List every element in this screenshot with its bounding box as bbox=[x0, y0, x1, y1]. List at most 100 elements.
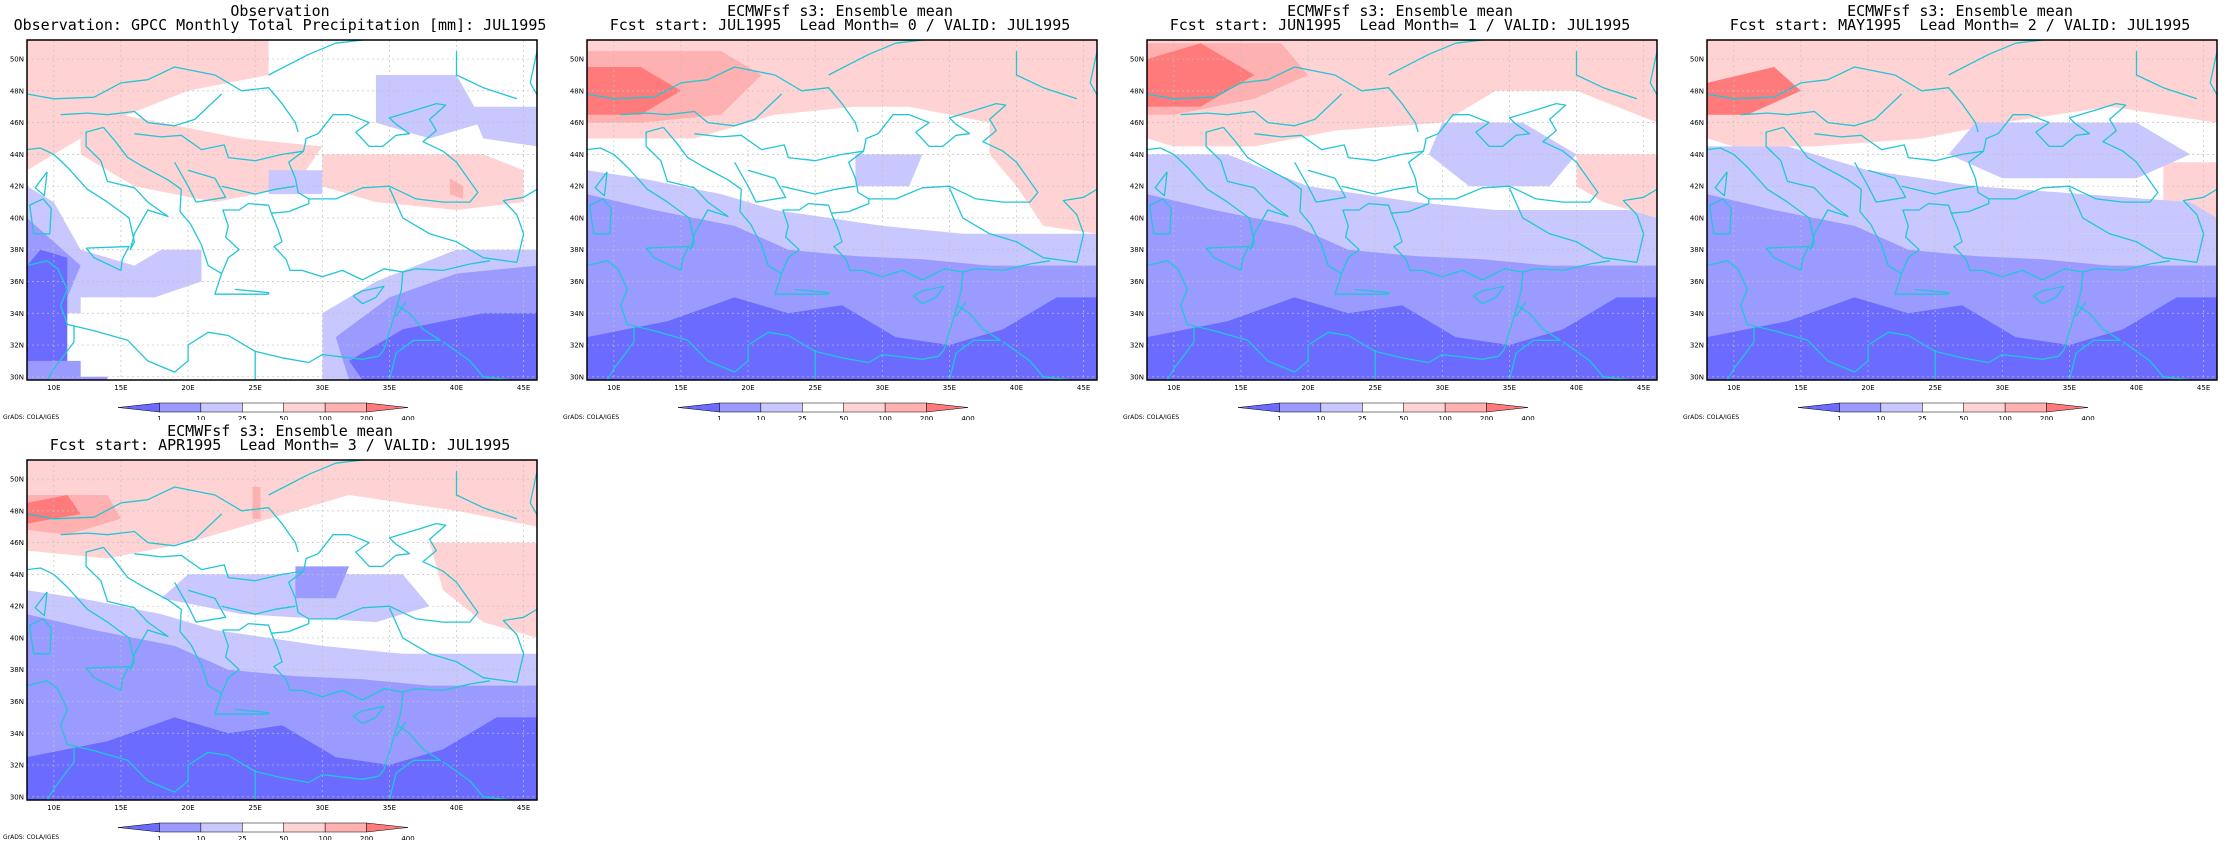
lon-tick-label: 10E bbox=[47, 384, 60, 392]
coastline bbox=[221, 185, 296, 195]
colorbar-segment bbox=[366, 402, 409, 413]
colorbar-segment bbox=[926, 402, 969, 413]
precip-region bbox=[268, 170, 323, 195]
lat-tick-label: 42N bbox=[10, 603, 24, 611]
coastline bbox=[536, 146, 537, 148]
map-area bbox=[1707, 40, 2217, 380]
colorbar-label: 200 bbox=[360, 835, 373, 840]
coastline bbox=[1154, 171, 1168, 197]
map-frame bbox=[26, 459, 538, 801]
lat-tick-label: 50N bbox=[570, 56, 584, 64]
coastline bbox=[402, 260, 491, 273]
coastline bbox=[1223, 126, 1392, 275]
precip-region bbox=[27, 717, 537, 800]
coastline bbox=[85, 245, 130, 272]
lat-tick-label: 46N bbox=[570, 119, 584, 127]
colorbar-segment bbox=[802, 402, 844, 413]
coastline bbox=[1294, 161, 1347, 203]
colorbar-segment bbox=[719, 402, 762, 413]
coastline bbox=[1740, 93, 1903, 127]
lat-tick-label: 44N bbox=[10, 571, 24, 579]
map-area bbox=[1147, 40, 1657, 380]
coastline bbox=[2068, 187, 2217, 264]
coastline bbox=[1149, 198, 1172, 235]
lat-tick-label: 50N bbox=[1130, 56, 1144, 64]
coastline bbox=[455, 471, 518, 520]
colorbar-label: 50 bbox=[1959, 415, 1968, 420]
coastline bbox=[529, 50, 537, 97]
colorbar-segment bbox=[1880, 402, 1923, 413]
coastline bbox=[103, 126, 272, 275]
lon-tick-label: 10E bbox=[607, 384, 620, 392]
coastline bbox=[1147, 260, 1376, 373]
coastline bbox=[1714, 171, 1728, 197]
precip-region bbox=[1147, 297, 1657, 380]
coastline bbox=[27, 546, 169, 671]
colorbar-label: 100 bbox=[318, 415, 331, 420]
coastline bbox=[955, 301, 967, 317]
coastline bbox=[388, 607, 537, 684]
grads-credit: GrADS: COLA/IGES bbox=[1683, 414, 1740, 421]
coastline bbox=[27, 680, 256, 793]
coastline bbox=[1707, 260, 1936, 373]
coastline bbox=[1656, 146, 1657, 148]
lat-tick-label: 40N bbox=[1690, 214, 1704, 222]
colorbar-label: 10 bbox=[756, 415, 765, 420]
colorbar: 1 10 25 50 100 200 400 bbox=[1797, 402, 2095, 420]
lat-tick-label: 44N bbox=[570, 151, 584, 159]
colorbar-segment bbox=[1237, 402, 1280, 413]
coastline bbox=[271, 522, 479, 634]
coastline bbox=[1334, 273, 1390, 295]
precip-region bbox=[322, 154, 524, 210]
lat-tick-label: 44N bbox=[10, 151, 24, 159]
coastline bbox=[587, 66, 859, 133]
lat-tick-label: 42N bbox=[1130, 183, 1144, 191]
lon-tick-label: 15E bbox=[1234, 384, 1247, 392]
panel-title: ECMWFsf s3: Ensemble mean bbox=[167, 422, 393, 440]
colorbar-label: 200 bbox=[360, 415, 373, 420]
coastline bbox=[134, 553, 304, 582]
colorbar-label: 10 bbox=[1876, 415, 1885, 420]
precip-region bbox=[349, 313, 537, 380]
lat-tick-label: 36N bbox=[1690, 278, 1704, 286]
coastline bbox=[1180, 93, 1343, 127]
lon-tick-label: 20E bbox=[1301, 384, 1314, 392]
lat-tick-label: 48N bbox=[10, 87, 24, 95]
colorbar-label: 1 bbox=[157, 415, 161, 420]
lon-tick-label: 25E bbox=[808, 384, 821, 392]
coastline bbox=[2216, 146, 2217, 148]
lon-tick-label: 20E bbox=[181, 384, 194, 392]
lat-tick-label: 40N bbox=[570, 214, 584, 222]
lon-tick-label: 40E bbox=[450, 804, 463, 812]
coastline bbox=[455, 51, 518, 100]
colorbar-label: 400 bbox=[401, 415, 414, 420]
colorbar-segment bbox=[843, 402, 886, 413]
lat-tick-label: 38N bbox=[10, 666, 24, 674]
lon-tick-label: 30E bbox=[1996, 384, 2009, 392]
colorbar-segment bbox=[117, 822, 160, 833]
coastline bbox=[594, 171, 608, 197]
lat-tick-label: 32N bbox=[1690, 342, 1704, 350]
colorbar-label: 100 bbox=[318, 835, 331, 840]
lon-tick-label: 25E bbox=[248, 384, 261, 392]
lon-tick-label: 15E bbox=[114, 804, 127, 812]
lon-tick-label: 40E bbox=[450, 384, 463, 392]
lat-tick-label: 50N bbox=[10, 56, 24, 64]
lat-tick-label: 46N bbox=[1130, 119, 1144, 127]
colorbar: 1 10 25 50 100 200 400 bbox=[677, 402, 975, 420]
colorbar-label: 200 bbox=[1480, 415, 1493, 420]
lon-tick-label: 25E bbox=[248, 804, 261, 812]
lat-tick-label: 36N bbox=[570, 278, 584, 286]
precip-region bbox=[449, 178, 464, 199]
colorbar-segment bbox=[1403, 402, 1446, 413]
map-frame bbox=[1146, 39, 1658, 381]
coastline bbox=[2082, 260, 2171, 273]
precip-region bbox=[80, 106, 323, 203]
colorbar-label: 10 bbox=[196, 415, 205, 420]
grads-credit: GrADS: COLA/IGES bbox=[3, 834, 60, 841]
coastline bbox=[781, 185, 856, 195]
coastline bbox=[1508, 187, 1657, 264]
colorbar-segment bbox=[242, 402, 284, 413]
coastline bbox=[1854, 161, 1907, 203]
lat-tick-label: 30N bbox=[10, 373, 24, 381]
